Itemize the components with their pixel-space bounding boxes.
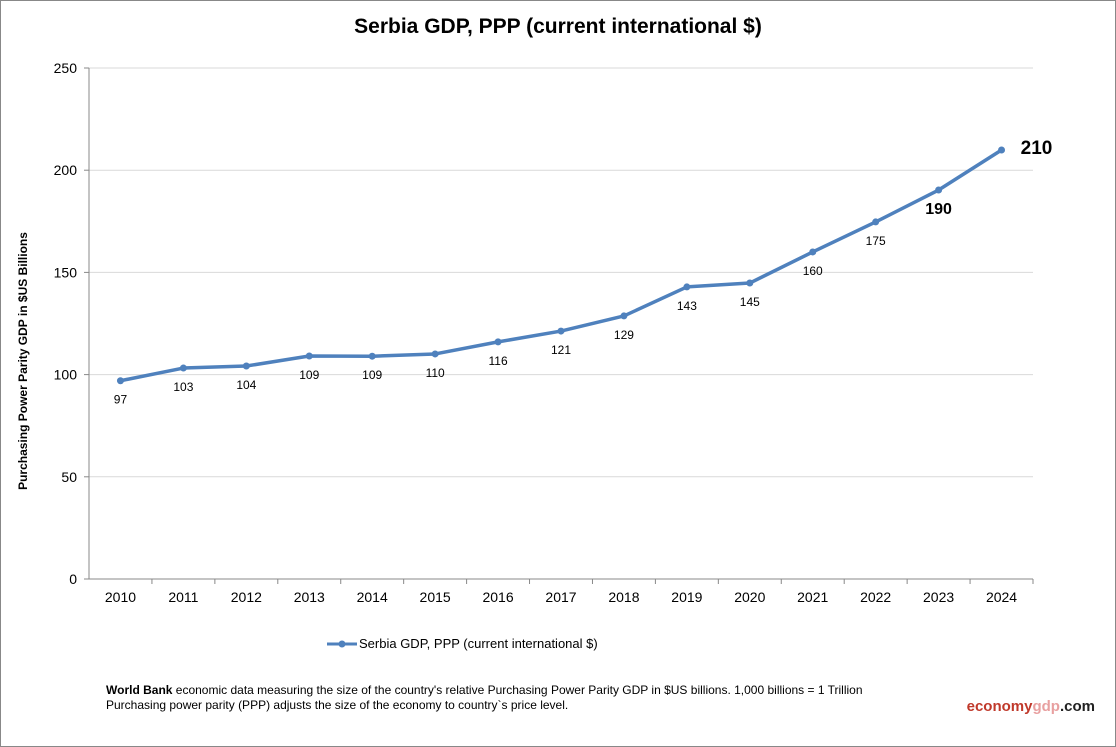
data-label: 121 bbox=[551, 343, 571, 357]
data-point bbox=[998, 146, 1006, 154]
data-point bbox=[494, 338, 502, 346]
x-tick-label: 2017 bbox=[545, 589, 576, 605]
data-label: 97 bbox=[114, 393, 128, 407]
brand-part3: .com bbox=[1059, 698, 1095, 715]
data-point bbox=[557, 327, 565, 335]
legend: Serbia GDP, PPP (current international $… bbox=[327, 636, 598, 651]
data-point bbox=[683, 283, 691, 291]
y-tick-label: 250 bbox=[54, 60, 78, 76]
x-tick-label: 2013 bbox=[294, 589, 325, 605]
brand-part2: gdp bbox=[1032, 698, 1060, 715]
data-label: 109 bbox=[299, 368, 319, 382]
y-tick-label: 100 bbox=[54, 367, 78, 383]
note-line2: Purchasing power parity (PPP) adjusts th… bbox=[106, 698, 569, 712]
y-tick-label: 150 bbox=[54, 264, 78, 280]
x-tick-label: 2018 bbox=[608, 589, 639, 605]
x-tick-label: 2022 bbox=[860, 589, 891, 605]
data-label: 145 bbox=[740, 295, 760, 309]
legend-marker-icon bbox=[327, 640, 357, 647]
data-point bbox=[242, 362, 250, 370]
data-point bbox=[179, 364, 187, 372]
footer-note: World Bank economic data measuring the s… bbox=[106, 683, 863, 713]
data-label: 160 bbox=[803, 264, 823, 278]
data-label: 129 bbox=[614, 328, 634, 342]
data-label: 109 bbox=[362, 368, 382, 382]
x-tick-label: 2012 bbox=[231, 589, 262, 605]
data-point bbox=[935, 186, 943, 194]
x-tick-label: 2019 bbox=[671, 589, 702, 605]
y-tick-label: 50 bbox=[61, 469, 77, 485]
data-point bbox=[431, 350, 439, 358]
data-label: 143 bbox=[677, 299, 697, 313]
data-point bbox=[872, 218, 880, 226]
y-tick-label: 200 bbox=[54, 162, 78, 178]
data-label: 210 bbox=[1021, 138, 1053, 159]
data-label: 104 bbox=[236, 378, 256, 392]
x-tick-label: 2016 bbox=[482, 589, 513, 605]
x-tick-label: 2014 bbox=[357, 589, 388, 605]
data-point bbox=[305, 352, 313, 360]
data-label: 103 bbox=[173, 380, 193, 394]
data-point bbox=[809, 248, 817, 256]
x-tick-label: 2020 bbox=[734, 589, 765, 605]
note-line1: economic data measuring the size of the … bbox=[172, 683, 863, 697]
data-point bbox=[620, 312, 628, 320]
brand-part1: economy bbox=[966, 698, 1033, 715]
data-point bbox=[116, 377, 124, 385]
legend-label: Serbia GDP, PPP (current international $… bbox=[359, 636, 598, 651]
brand-logo[interactable]: economygdp.com bbox=[967, 698, 1095, 715]
note-source: World Bank bbox=[106, 683, 173, 697]
data-point bbox=[746, 279, 754, 287]
y-tick-label: 0 bbox=[69, 571, 77, 587]
x-tick-label: 2010 bbox=[105, 589, 136, 605]
data-label: 110 bbox=[426, 366, 445, 380]
data-label: 116 bbox=[488, 354, 507, 368]
x-tick-label: 2021 bbox=[797, 589, 828, 605]
data-point bbox=[368, 352, 376, 360]
data-label: 175 bbox=[866, 234, 886, 248]
data-label: 190 bbox=[925, 201, 952, 218]
chart-title: Serbia GDP, PPP (current international $… bbox=[354, 15, 762, 38]
x-tick-label: 2023 bbox=[923, 589, 954, 605]
x-tick-label: 2015 bbox=[420, 589, 451, 605]
x-tick-label: 2024 bbox=[986, 589, 1017, 605]
x-tick-label: 2011 bbox=[168, 589, 198, 605]
